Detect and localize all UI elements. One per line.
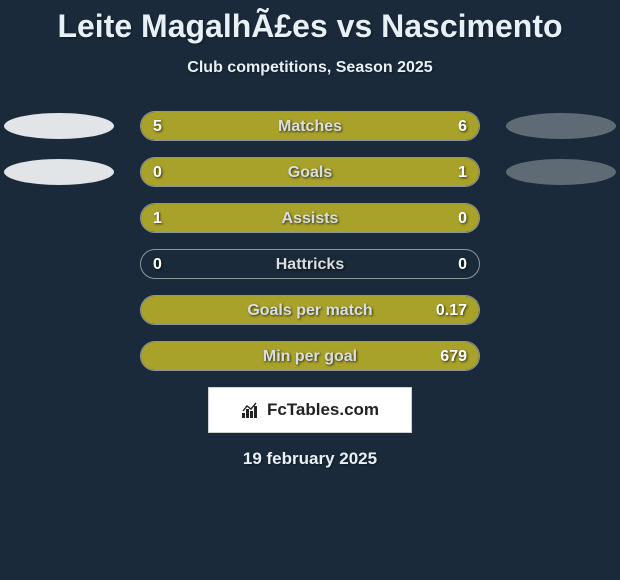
stat-row: Goals0 1 xyxy=(0,157,620,187)
stat-value-right: 6 xyxy=(458,112,467,141)
logo-text: FcTables.com xyxy=(267,400,379,420)
stat-label: Hattricks xyxy=(141,250,479,279)
stat-label: Matches xyxy=(141,112,479,141)
stat-value-right: 1 xyxy=(458,158,467,187)
bar-track: Assists1 0 xyxy=(140,203,480,233)
stat-row: Matches5 6 xyxy=(0,111,620,141)
stat-value-left: 5 xyxy=(153,112,162,141)
logo-box: FcTables.com xyxy=(208,387,412,433)
stat-value-right: 0 xyxy=(458,204,467,233)
comparison-chart: Matches56Goals01Assists10Hattricks00Goal… xyxy=(0,111,620,371)
stat-row: Assists1 0 xyxy=(0,203,620,233)
stat-row: Min per goal679 xyxy=(0,341,620,371)
stat-label: Goals xyxy=(141,158,479,187)
bar-track: Min per goal679 xyxy=(140,341,480,371)
bar-track: Goals0 1 xyxy=(140,157,480,187)
stat-value-right: 679 xyxy=(440,342,467,371)
stat-label: Assists xyxy=(141,204,479,233)
stat-value-left: 1 xyxy=(153,204,162,233)
player-right-oval xyxy=(506,113,616,139)
player-right-oval xyxy=(506,159,616,185)
bar-track: Goals per match0.17 xyxy=(140,295,480,325)
stat-value-right: 0.17 xyxy=(436,296,467,325)
stat-value-left: 0 xyxy=(153,250,162,279)
subtitle: Club competitions, Season 2025 xyxy=(0,59,620,77)
stat-value-left: 0 xyxy=(153,158,162,187)
footer-date: 19 february 2025 xyxy=(0,449,620,469)
bar-track: Hattricks0 0 xyxy=(140,249,480,279)
player-left-oval xyxy=(4,113,114,139)
stat-label: Min per goal xyxy=(141,342,479,371)
fctables-logo-icon xyxy=(241,401,263,419)
stat-label: Goals per match xyxy=(141,296,479,325)
stat-value-right: 0 xyxy=(458,250,467,279)
player-left-oval xyxy=(4,159,114,185)
stat-row: Goals per match0.17 xyxy=(0,295,620,325)
page-title: Leite MagalhÃ£es vs Nascimento xyxy=(0,0,620,45)
stat-row: Hattricks0 0 xyxy=(0,249,620,279)
bar-track: Matches5 6 xyxy=(140,111,480,141)
